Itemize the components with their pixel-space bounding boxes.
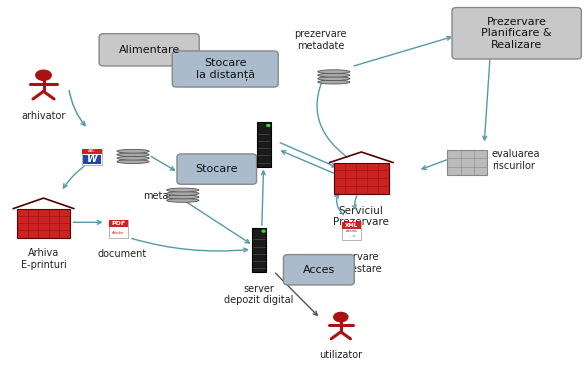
Ellipse shape bbox=[117, 160, 149, 164]
Text: evaluarea
riscurilor: evaluarea riscurilor bbox=[492, 149, 540, 171]
Circle shape bbox=[267, 125, 270, 127]
FancyArrowPatch shape bbox=[280, 143, 336, 167]
Text: utilizator: utilizator bbox=[319, 350, 362, 360]
Text: document: document bbox=[98, 249, 147, 259]
Bar bbox=[109, 220, 128, 227]
FancyBboxPatch shape bbox=[99, 34, 199, 66]
Bar bbox=[109, 220, 128, 238]
FancyArrowPatch shape bbox=[335, 194, 343, 215]
Text: Stocare
la distanță: Stocare la distanță bbox=[196, 58, 255, 80]
Bar bbox=[82, 149, 102, 154]
Ellipse shape bbox=[318, 70, 350, 74]
Text: prezervare
manifestare: prezervare manifestare bbox=[323, 252, 382, 274]
Bar bbox=[256, 122, 270, 167]
Ellipse shape bbox=[167, 192, 199, 195]
Ellipse shape bbox=[318, 73, 350, 77]
Text: Acces: Acces bbox=[303, 265, 335, 275]
FancyArrowPatch shape bbox=[422, 160, 446, 170]
Bar bbox=[252, 228, 266, 272]
Ellipse shape bbox=[167, 188, 199, 192]
Bar bbox=[83, 155, 101, 164]
Text: Alimentare: Alimentare bbox=[119, 45, 180, 55]
FancyArrowPatch shape bbox=[262, 171, 265, 225]
Text: Adobe: Adobe bbox=[112, 231, 125, 235]
Circle shape bbox=[334, 312, 348, 322]
Text: W: W bbox=[86, 154, 98, 164]
Ellipse shape bbox=[318, 80, 350, 84]
Text: metadate: metadate bbox=[143, 191, 191, 201]
Text: Prezervare
Planificare &
Realizare: Prezervare Planificare & Realizare bbox=[482, 17, 552, 50]
FancyArrowPatch shape bbox=[132, 238, 248, 252]
FancyBboxPatch shape bbox=[177, 154, 256, 184]
FancyArrowPatch shape bbox=[64, 166, 84, 188]
Bar bbox=[333, 163, 389, 194]
Bar bbox=[342, 222, 361, 240]
FancyArrowPatch shape bbox=[317, 70, 348, 157]
FancyArrowPatch shape bbox=[354, 36, 451, 66]
Text: server
depozit digital: server depozit digital bbox=[224, 284, 293, 305]
Ellipse shape bbox=[318, 77, 350, 80]
FancyArrowPatch shape bbox=[186, 202, 249, 243]
Bar bbox=[17, 209, 70, 238]
Text: Arhiva
E-printuri: Arhiva E-printuri bbox=[21, 248, 66, 270]
Circle shape bbox=[262, 230, 265, 232]
Text: ABC: ABC bbox=[88, 149, 96, 154]
Bar bbox=[342, 222, 361, 229]
Bar bbox=[447, 150, 487, 175]
Text: <items
  ...>: <items ...> bbox=[345, 229, 358, 238]
Text: prezervare
metadate: prezervare metadate bbox=[294, 29, 346, 51]
FancyArrowPatch shape bbox=[483, 60, 490, 140]
FancyBboxPatch shape bbox=[283, 255, 355, 285]
FancyArrowPatch shape bbox=[282, 151, 338, 175]
Text: PDF: PDF bbox=[111, 221, 125, 226]
FancyArrowPatch shape bbox=[352, 196, 357, 209]
Text: Stocare: Stocare bbox=[195, 164, 238, 174]
Text: arhivator: arhivator bbox=[21, 111, 66, 121]
Bar bbox=[82, 149, 102, 165]
Ellipse shape bbox=[167, 195, 199, 199]
Text: XML: XML bbox=[345, 223, 358, 228]
Ellipse shape bbox=[117, 153, 149, 157]
Ellipse shape bbox=[117, 156, 149, 160]
FancyArrowPatch shape bbox=[151, 156, 175, 170]
FancyArrowPatch shape bbox=[69, 91, 85, 125]
Circle shape bbox=[36, 70, 51, 80]
FancyBboxPatch shape bbox=[452, 7, 582, 59]
FancyBboxPatch shape bbox=[172, 51, 278, 87]
Ellipse shape bbox=[167, 199, 199, 202]
Ellipse shape bbox=[117, 149, 149, 153]
Text: Serviciul
Prezervare: Serviciul Prezervare bbox=[333, 206, 389, 228]
FancyArrowPatch shape bbox=[275, 273, 318, 315]
FancyArrowPatch shape bbox=[74, 220, 101, 224]
